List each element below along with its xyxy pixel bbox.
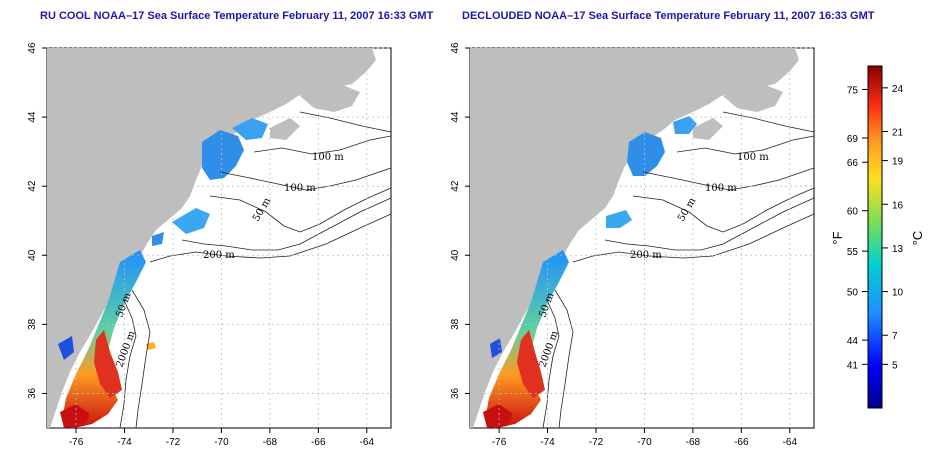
c-tick-label: 10 [892,288,904,299]
right-map-panel: -76 -74 -72 -70 -68 -66 -64 46 44 42 40 38 36 100 m… [450,42,815,448]
lon-tick-label: -74 [540,437,555,448]
f-tick-label: 66 [847,158,859,169]
lon-tick-label: -68 [686,437,701,448]
celsius-ticks: 24 21 19 16 13 10 7 5 [882,84,904,371]
right-contour-label: 200 m [630,250,662,261]
lat-tick-label: 46 [27,42,38,54]
left-lon-axis: -76 -74 -72 -70 -68 -66 -64 [69,428,375,448]
right-contour-label: 100 m [737,152,769,163]
lon-tick-label: -64 [783,437,798,448]
left-bathymetry-contours [119,111,392,429]
c-tick-label: 5 [892,360,898,371]
c-tick-label: 21 [892,127,904,138]
colorbar-gradient [867,65,883,409]
lat-tick-label: 36 [450,387,461,399]
lon-tick-label: -72 [589,437,604,448]
lon-tick-label: -72 [166,437,181,448]
lat-tick-label: 40 [27,249,38,261]
left-lat-axis: 46 44 42 40 38 36 [27,42,47,399]
lon-tick-label: -68 [263,437,278,448]
lat-tick-label: 44 [27,111,38,123]
left-map-panel: -76 -74 -72 -70 -68 -66 -64 46 44 42 40 38 36 100 m… [27,42,392,448]
lon-tick-label: -74 [117,437,132,448]
lon-tick-label: -70 [637,437,652,448]
left-panel-title: RU COOL NOAA–17 Sea Surface Temperature … [40,10,434,22]
lat-tick-label: 46 [450,42,461,54]
lon-tick-label: -66 [734,437,749,448]
left-graticule [47,47,391,428]
lat-tick-label: 42 [450,180,461,192]
lat-tick-label: 40 [450,249,461,261]
fahrenheit-ticks: 75 69 66 60 55 50 44 41 [847,85,868,371]
left-contour-label: 100 m [312,152,344,163]
lon-tick-label: -64 [360,437,375,448]
c-tick-label: 19 [892,157,904,168]
right-land [470,48,799,428]
f-tick-label: 55 [847,247,859,258]
f-tick-label: 44 [847,336,859,347]
lon-tick-label: -76 [492,437,507,448]
right-lat-axis: 46 44 42 40 38 36 [450,42,470,399]
right-panel-title: DECLOUDED NOAA–17 Sea Surface Temperatur… [462,10,875,22]
left-sst-overlay [58,118,268,428]
lat-tick-label: 38 [27,318,38,330]
right-graticule [470,47,814,428]
left-contour-label: 100 m [284,183,316,194]
lon-tick-label: -70 [214,437,229,448]
celsius-unit-label: °C [910,231,925,246]
lat-tick-label: 44 [450,111,461,123]
c-tick-label: 7 [892,331,898,342]
left-land [47,48,376,428]
c-tick-label: 16 [892,200,904,211]
f-tick-label: 50 [847,288,859,299]
lat-tick-label: 36 [27,387,38,399]
lon-tick-label: -76 [69,437,84,448]
lat-tick-label: 38 [450,318,461,330]
fahrenheit-unit-label: °F [830,231,845,244]
left-contour-label: 200 m [203,250,235,261]
f-tick-label: 41 [847,360,859,371]
f-tick-label: 60 [847,207,859,218]
c-tick-label: 13 [892,244,904,255]
f-tick-label: 69 [847,134,859,145]
lat-tick-label: 42 [27,180,38,192]
right-lon-axis: -76 -74 -72 -70 -68 -66 -64 [492,428,798,448]
f-tick-label: 75 [847,85,859,96]
c-tick-label: 24 [892,84,904,95]
lon-tick-label: -66 [311,437,326,448]
right-bathymetry-contours [542,111,815,429]
right-contour-label: 100 m [705,183,737,194]
